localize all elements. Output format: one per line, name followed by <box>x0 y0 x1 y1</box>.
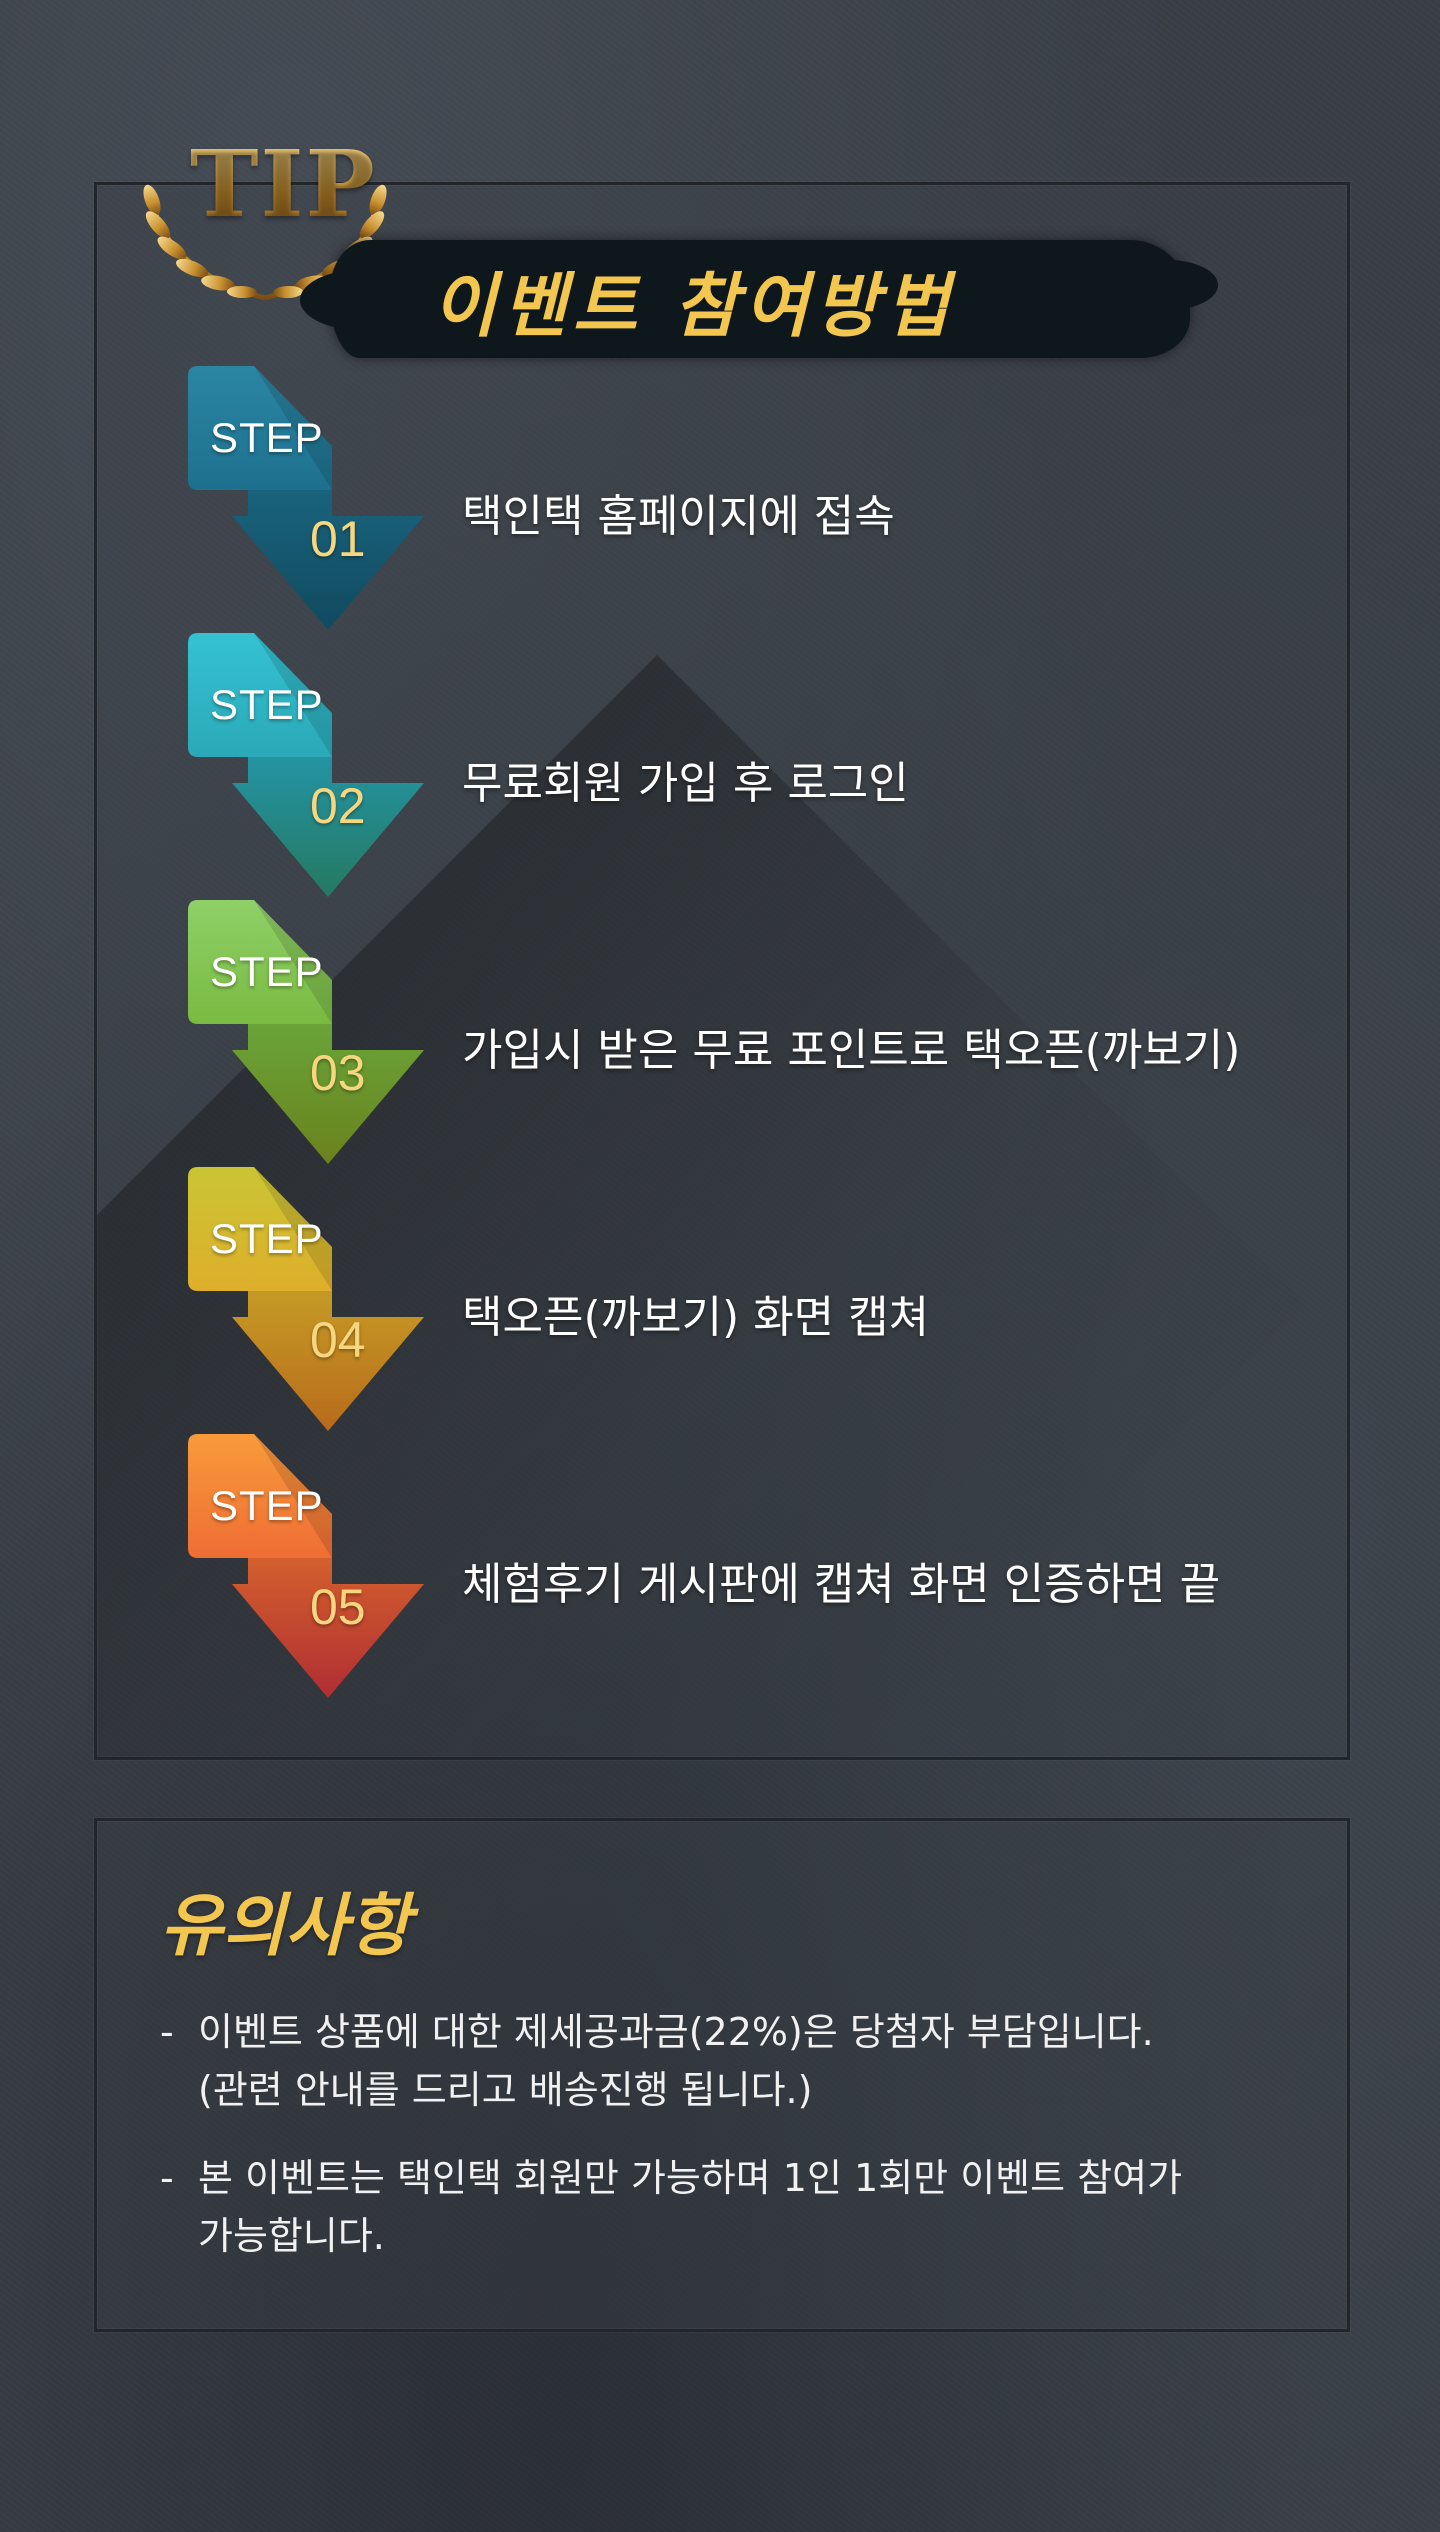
step-label: STEP <box>210 414 324 461</box>
step-label: STEP <box>210 1215 324 1262</box>
step-arrow-icon <box>188 1167 424 1431</box>
step-number: 05 <box>310 1579 366 1635</box>
notice-panel <box>94 1818 1350 2332</box>
step-description: 체험후기 게시판에 캡쳐 화면 인증하면 끝 <box>462 1559 1221 1610</box>
step-arrow-icon <box>188 366 424 630</box>
step-description: 택오픈(까보기) 화면 캡쳐 <box>462 1292 930 1343</box>
step-label: STEP <box>210 681 324 728</box>
title-brush-background <box>300 240 1218 358</box>
step-2: STEP 02 무료회원 가입 후 로그인 <box>184 629 1334 899</box>
step-arrow-icon <box>188 1434 424 1698</box>
step-number: 04 <box>310 1312 366 1368</box>
notice-line: 가능합니다. <box>198 2214 385 2258</box>
notice-dash: - <box>160 2156 174 2200</box>
step-arrow-icon <box>188 633 424 897</box>
step-number: 02 <box>310 778 366 834</box>
notice-line: (관련 안내를 드리고 배송진행 됩니다.) <box>198 2068 813 2112</box>
notice-item-1: - 이벤트 상품에 대한 제세공과금(22%)은 당첨자 부담입니다. (관련 … <box>160 2003 1280 2119</box>
step-description: 택인택 홈페이지에 접속 <box>462 491 895 542</box>
step-1: STEP 01 택인택 홈페이지에 접속 <box>184 362 1334 632</box>
step-label: STEP <box>210 1482 324 1529</box>
notice-dash: - <box>160 2010 174 2054</box>
step-3: STEP 03 가입시 받은 무료 포인트로 택오픈(까보기) <box>184 896 1334 1166</box>
notice-title: 유의사항 <box>160 1886 411 1966</box>
step-4: STEP 04 택오픈(까보기) 화면 캡쳐 <box>184 1163 1334 1433</box>
step-5: STEP 05 체험후기 게시판에 캡쳐 화면 인증하면 끝 <box>184 1430 1334 1700</box>
step-label: STEP <box>210 948 324 995</box>
notice-line: 본 이벤트는 택인택 회원만 가능하며 1인 1회만 이벤트 참여가 <box>198 2156 1183 2200</box>
step-description: 가입시 받은 무료 포인트로 택오픈(까보기) <box>462 1025 1241 1076</box>
tip-text: TIP <box>190 130 377 238</box>
step-description: 무료회원 가입 후 로그인 <box>462 758 909 809</box>
notice-item-2: - 본 이벤트는 택인택 회원만 가능하며 1인 1회만 이벤트 참여가 가능합… <box>160 2149 1280 2265</box>
page-title: 이벤트 참여방법 <box>432 264 956 347</box>
step-number: 03 <box>310 1045 366 1101</box>
notice-line: 이벤트 상품에 대한 제세공과금(22%)은 당첨자 부담입니다. <box>198 2010 1154 2054</box>
step-number: 01 <box>310 511 366 567</box>
step-arrow-icon <box>188 900 424 1164</box>
